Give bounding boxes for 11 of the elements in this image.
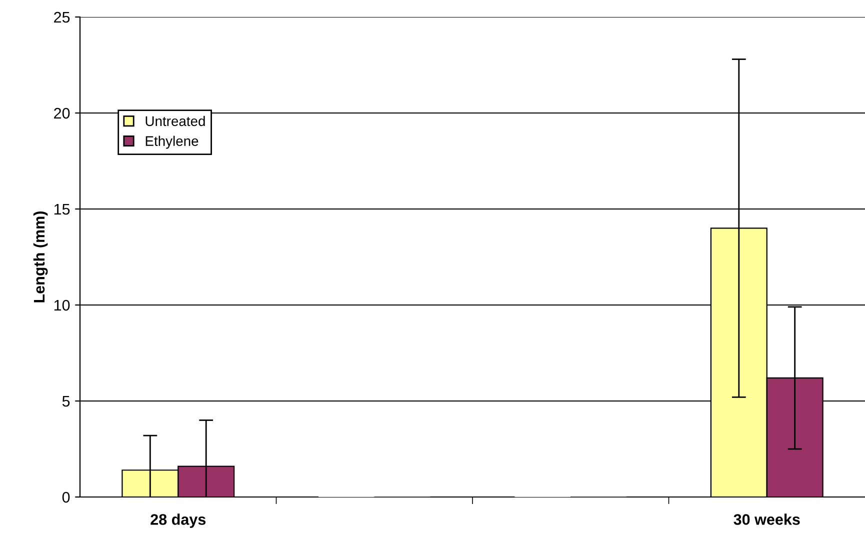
y-tick-label: 5 bbox=[62, 396, 70, 407]
y-tick-label: 20 bbox=[54, 108, 70, 119]
y-tick-label: 10 bbox=[54, 300, 70, 311]
y-tick-label: 25 bbox=[54, 12, 70, 23]
y-axis-title: Length (mm) bbox=[33, 212, 48, 302]
x-tick-label: 30 weeks bbox=[734, 514, 800, 525]
legend-label: Untreated bbox=[146, 116, 205, 126]
y-tick-label: 15 bbox=[54, 204, 70, 215]
legend-label: Ethylene bbox=[146, 136, 198, 149]
y-tick-label: 0 bbox=[62, 492, 70, 503]
x-tick-label: 28 days bbox=[150, 514, 206, 528]
